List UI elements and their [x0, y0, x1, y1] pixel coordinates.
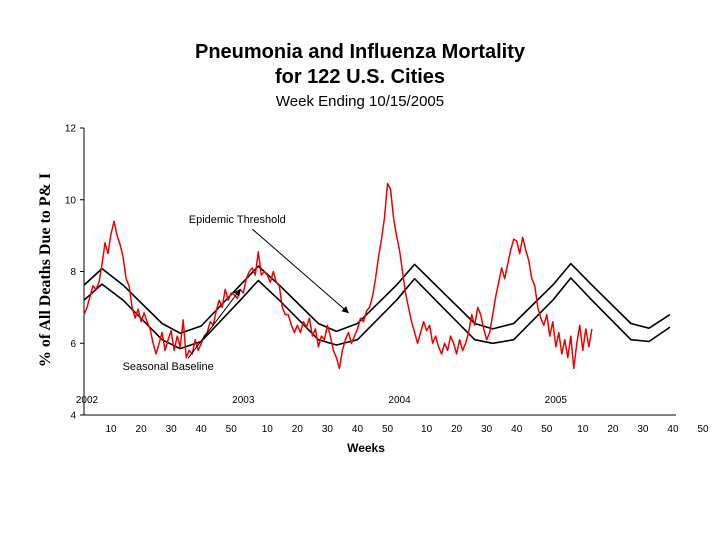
year-label: 2004 [388, 395, 411, 406]
x-tick-label: 10 [105, 424, 117, 435]
x-tick-label: 40 [196, 424, 208, 435]
tick-labels: 4 6 8 10 12 10 20 30 40 50 10 20 30 40 50 10 20 30 40 50 10 2… [65, 124, 709, 436]
y-tick-label: 10 [65, 195, 77, 206]
epidemic-threshold-line [83, 262, 671, 334]
seasonal-baseline-line [83, 277, 671, 350]
y-tick-label: 12 [65, 124, 77, 135]
y-tick-label: 8 [70, 267, 76, 278]
annotation-arrow [187, 288, 241, 359]
x-tick-label: 30 [322, 424, 334, 435]
annotation-label: Epidemic Threshold [189, 214, 286, 226]
axes [80, 127, 676, 416]
x-tick-label: 20 [136, 424, 148, 435]
y-tick-label: 6 [70, 339, 76, 350]
year-label: 2002 [76, 395, 99, 406]
y-tick-label: 4 [70, 411, 76, 422]
year-label: 2005 [545, 395, 568, 406]
x-tick-label: 40 [667, 424, 679, 435]
x-tick-label: 30 [637, 424, 649, 435]
x-tick-label: 50 [697, 424, 709, 435]
annotation-arrow [251, 228, 349, 314]
year-label: 2003 [232, 395, 255, 406]
x-tick-label: 40 [511, 424, 523, 435]
x-tick-label: 50 [382, 424, 394, 435]
x-tick-label: 10 [262, 424, 274, 435]
x-tick-label: 30 [481, 424, 493, 435]
chart-title-line1: Pneumonia and Influenza Mortality [194, 41, 526, 63]
annotations: Epidemic Threshold Seasonal Baseline [123, 214, 349, 373]
x-tick-label: 50 [541, 424, 553, 435]
x-tick-label: 40 [352, 424, 364, 435]
x-tick-label: 20 [292, 424, 304, 435]
y-axis-title: % of All Deaths Due to P& I [37, 173, 54, 367]
p-i-mortality-line [83, 182, 593, 370]
series-lines [83, 182, 671, 370]
x-tick-label: 10 [421, 424, 433, 435]
x-tick-label: 30 [166, 424, 178, 435]
annotation-label: Seasonal Baseline [123, 361, 214, 373]
x-axis-title: Weeks [347, 441, 385, 455]
chart-title-line2: for 122 U.S. Cities [274, 66, 446, 88]
x-tick-label: 50 [226, 424, 238, 435]
x-tick-label: 10 [577, 424, 589, 435]
chart-subtitle: Week Ending 10/15/2005 [275, 93, 445, 110]
chart-title: Pneumonia and Influenza Mortality for 12… [0, 40, 720, 90]
x-tick-label: 20 [607, 424, 619, 435]
x-tick-label: 20 [451, 424, 463, 435]
